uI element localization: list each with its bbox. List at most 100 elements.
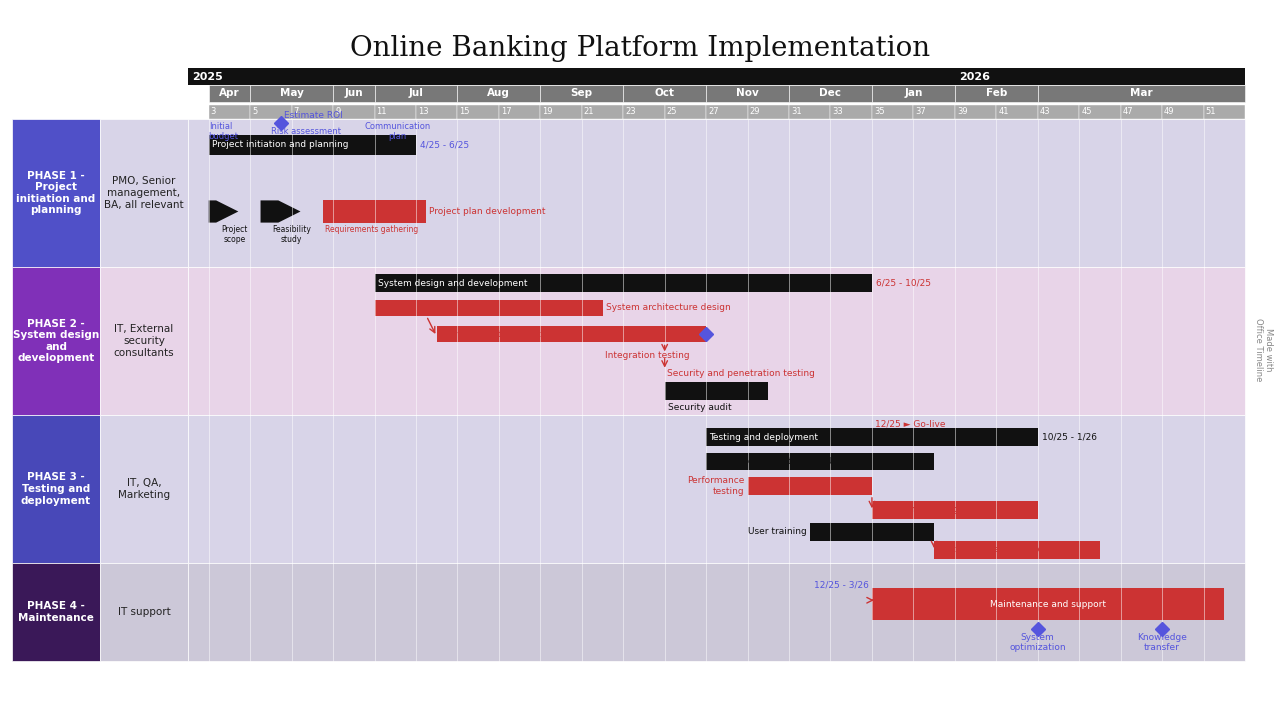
Text: 19: 19 <box>543 107 553 117</box>
Text: Security audit: Security audit <box>668 403 731 412</box>
Text: 23: 23 <box>625 107 636 117</box>
Text: 45: 45 <box>1082 107 1092 117</box>
Bar <box>188 267 1245 415</box>
Bar <box>955 68 1245 85</box>
Text: 2026: 2026 <box>959 71 989 81</box>
Bar <box>292 105 333 119</box>
Text: 33: 33 <box>832 107 844 117</box>
Text: Jun: Jun <box>344 89 364 99</box>
Bar <box>996 105 1038 119</box>
Bar <box>333 85 375 102</box>
Bar <box>209 135 416 155</box>
Text: Risk assessment: Risk assessment <box>271 127 340 136</box>
Bar <box>1079 105 1121 119</box>
Bar <box>707 85 788 102</box>
Text: Online Banking Platform Implementation: Online Banking Platform Implementation <box>349 35 931 61</box>
Text: 9: 9 <box>335 107 340 117</box>
Text: 37: 37 <box>915 107 927 117</box>
Text: Feasibility
study: Feasibility study <box>273 225 311 244</box>
Bar <box>100 415 188 563</box>
Text: 6/25 - 10/25: 6/25 - 10/25 <box>876 279 931 288</box>
Text: Development (dev & testing): Development (dev & testing) <box>440 330 572 339</box>
Text: Made with: Made with <box>1263 328 1272 372</box>
Text: 49: 49 <box>1164 107 1175 117</box>
Bar <box>934 541 1100 559</box>
Text: 35: 35 <box>874 107 884 117</box>
Bar <box>582 105 623 119</box>
Bar <box>457 105 499 119</box>
Bar <box>623 105 664 119</box>
Bar <box>12 267 100 415</box>
Bar <box>209 85 250 102</box>
Text: Project initiation and planning: Project initiation and planning <box>211 140 348 149</box>
Text: Aug: Aug <box>488 89 511 99</box>
Text: 7: 7 <box>293 107 300 117</box>
Text: 25: 25 <box>667 107 677 117</box>
Bar <box>748 105 788 119</box>
Bar <box>323 200 426 222</box>
Text: Initial
budget: Initial budget <box>209 122 239 141</box>
Text: 27: 27 <box>708 107 719 117</box>
Text: System
optimization: System optimization <box>1010 633 1066 652</box>
Bar <box>457 85 540 102</box>
Text: Apr: Apr <box>219 89 239 99</box>
Bar <box>540 105 582 119</box>
Bar <box>810 523 934 541</box>
Text: 17: 17 <box>500 107 512 117</box>
Bar <box>188 119 1245 267</box>
Text: PHASE 3 -
Testing and
deployment: PHASE 3 - Testing and deployment <box>20 472 91 505</box>
Text: 5: 5 <box>252 107 257 117</box>
Bar <box>664 382 768 400</box>
Text: PHASE 1 -
Project
initiation and
planning: PHASE 1 - Project initiation and plannin… <box>17 171 96 215</box>
Bar <box>707 454 934 469</box>
Text: Mar: Mar <box>1130 89 1153 99</box>
Bar <box>1038 105 1079 119</box>
Text: System architecture design: System architecture design <box>605 303 731 312</box>
FancyArrow shape <box>209 200 238 222</box>
Text: Security and penetration testing: Security and penetration testing <box>667 369 814 378</box>
Bar <box>12 119 100 267</box>
Bar <box>100 119 188 267</box>
Text: 31: 31 <box>791 107 801 117</box>
Bar <box>12 415 100 563</box>
Text: Project plan development: Project plan development <box>429 207 545 216</box>
Text: Estimate ROI: Estimate ROI <box>284 112 343 120</box>
Text: Feb: Feb <box>986 89 1007 99</box>
Text: PHASE 4 -
Maintenance: PHASE 4 - Maintenance <box>18 601 93 623</box>
Text: Performance
testing: Performance testing <box>687 477 745 496</box>
Bar <box>250 85 333 102</box>
Text: PMO, Senior
management,
BA, all relevant: PMO, Senior management, BA, all relevant <box>104 176 184 210</box>
Text: Testing and deployment: Testing and deployment <box>709 433 818 441</box>
Bar <box>788 85 872 102</box>
Text: 3: 3 <box>211 107 216 117</box>
Text: PHASE 2 -
System design
and
development: PHASE 2 - System design and development <box>13 318 99 364</box>
Bar <box>375 274 872 292</box>
Text: Integration testing: Integration testing <box>604 351 689 360</box>
FancyArrow shape <box>261 200 301 222</box>
Bar <box>1162 105 1203 119</box>
Bar <box>12 563 100 661</box>
Bar <box>664 105 707 119</box>
Text: User training: User training <box>748 528 806 536</box>
Text: 13: 13 <box>419 107 429 117</box>
Bar <box>914 105 955 119</box>
Bar <box>623 85 707 102</box>
Bar <box>955 105 996 119</box>
Text: 47: 47 <box>1123 107 1133 117</box>
Text: Communication
plan: Communication plan <box>365 122 430 141</box>
Text: Office Timeline: Office Timeline <box>1253 318 1262 382</box>
Bar <box>707 428 1038 446</box>
Bar <box>1203 105 1245 119</box>
Text: IT support: IT support <box>118 607 170 617</box>
Bar <box>540 85 623 102</box>
Text: 4/25 - 6/25: 4/25 - 6/25 <box>420 140 468 149</box>
Text: 12/25 - 3/26: 12/25 - 3/26 <box>814 580 869 589</box>
Text: Maintenance and support: Maintenance and support <box>991 600 1106 608</box>
Text: 15: 15 <box>460 107 470 117</box>
Text: Requirements gathering: Requirements gathering <box>325 225 419 233</box>
Text: Jan: Jan <box>904 89 923 99</box>
Text: 2025: 2025 <box>192 71 223 81</box>
Bar <box>250 105 292 119</box>
Bar <box>188 563 1245 661</box>
Text: 12/25 ► Go-live: 12/25 ► Go-live <box>876 419 946 428</box>
